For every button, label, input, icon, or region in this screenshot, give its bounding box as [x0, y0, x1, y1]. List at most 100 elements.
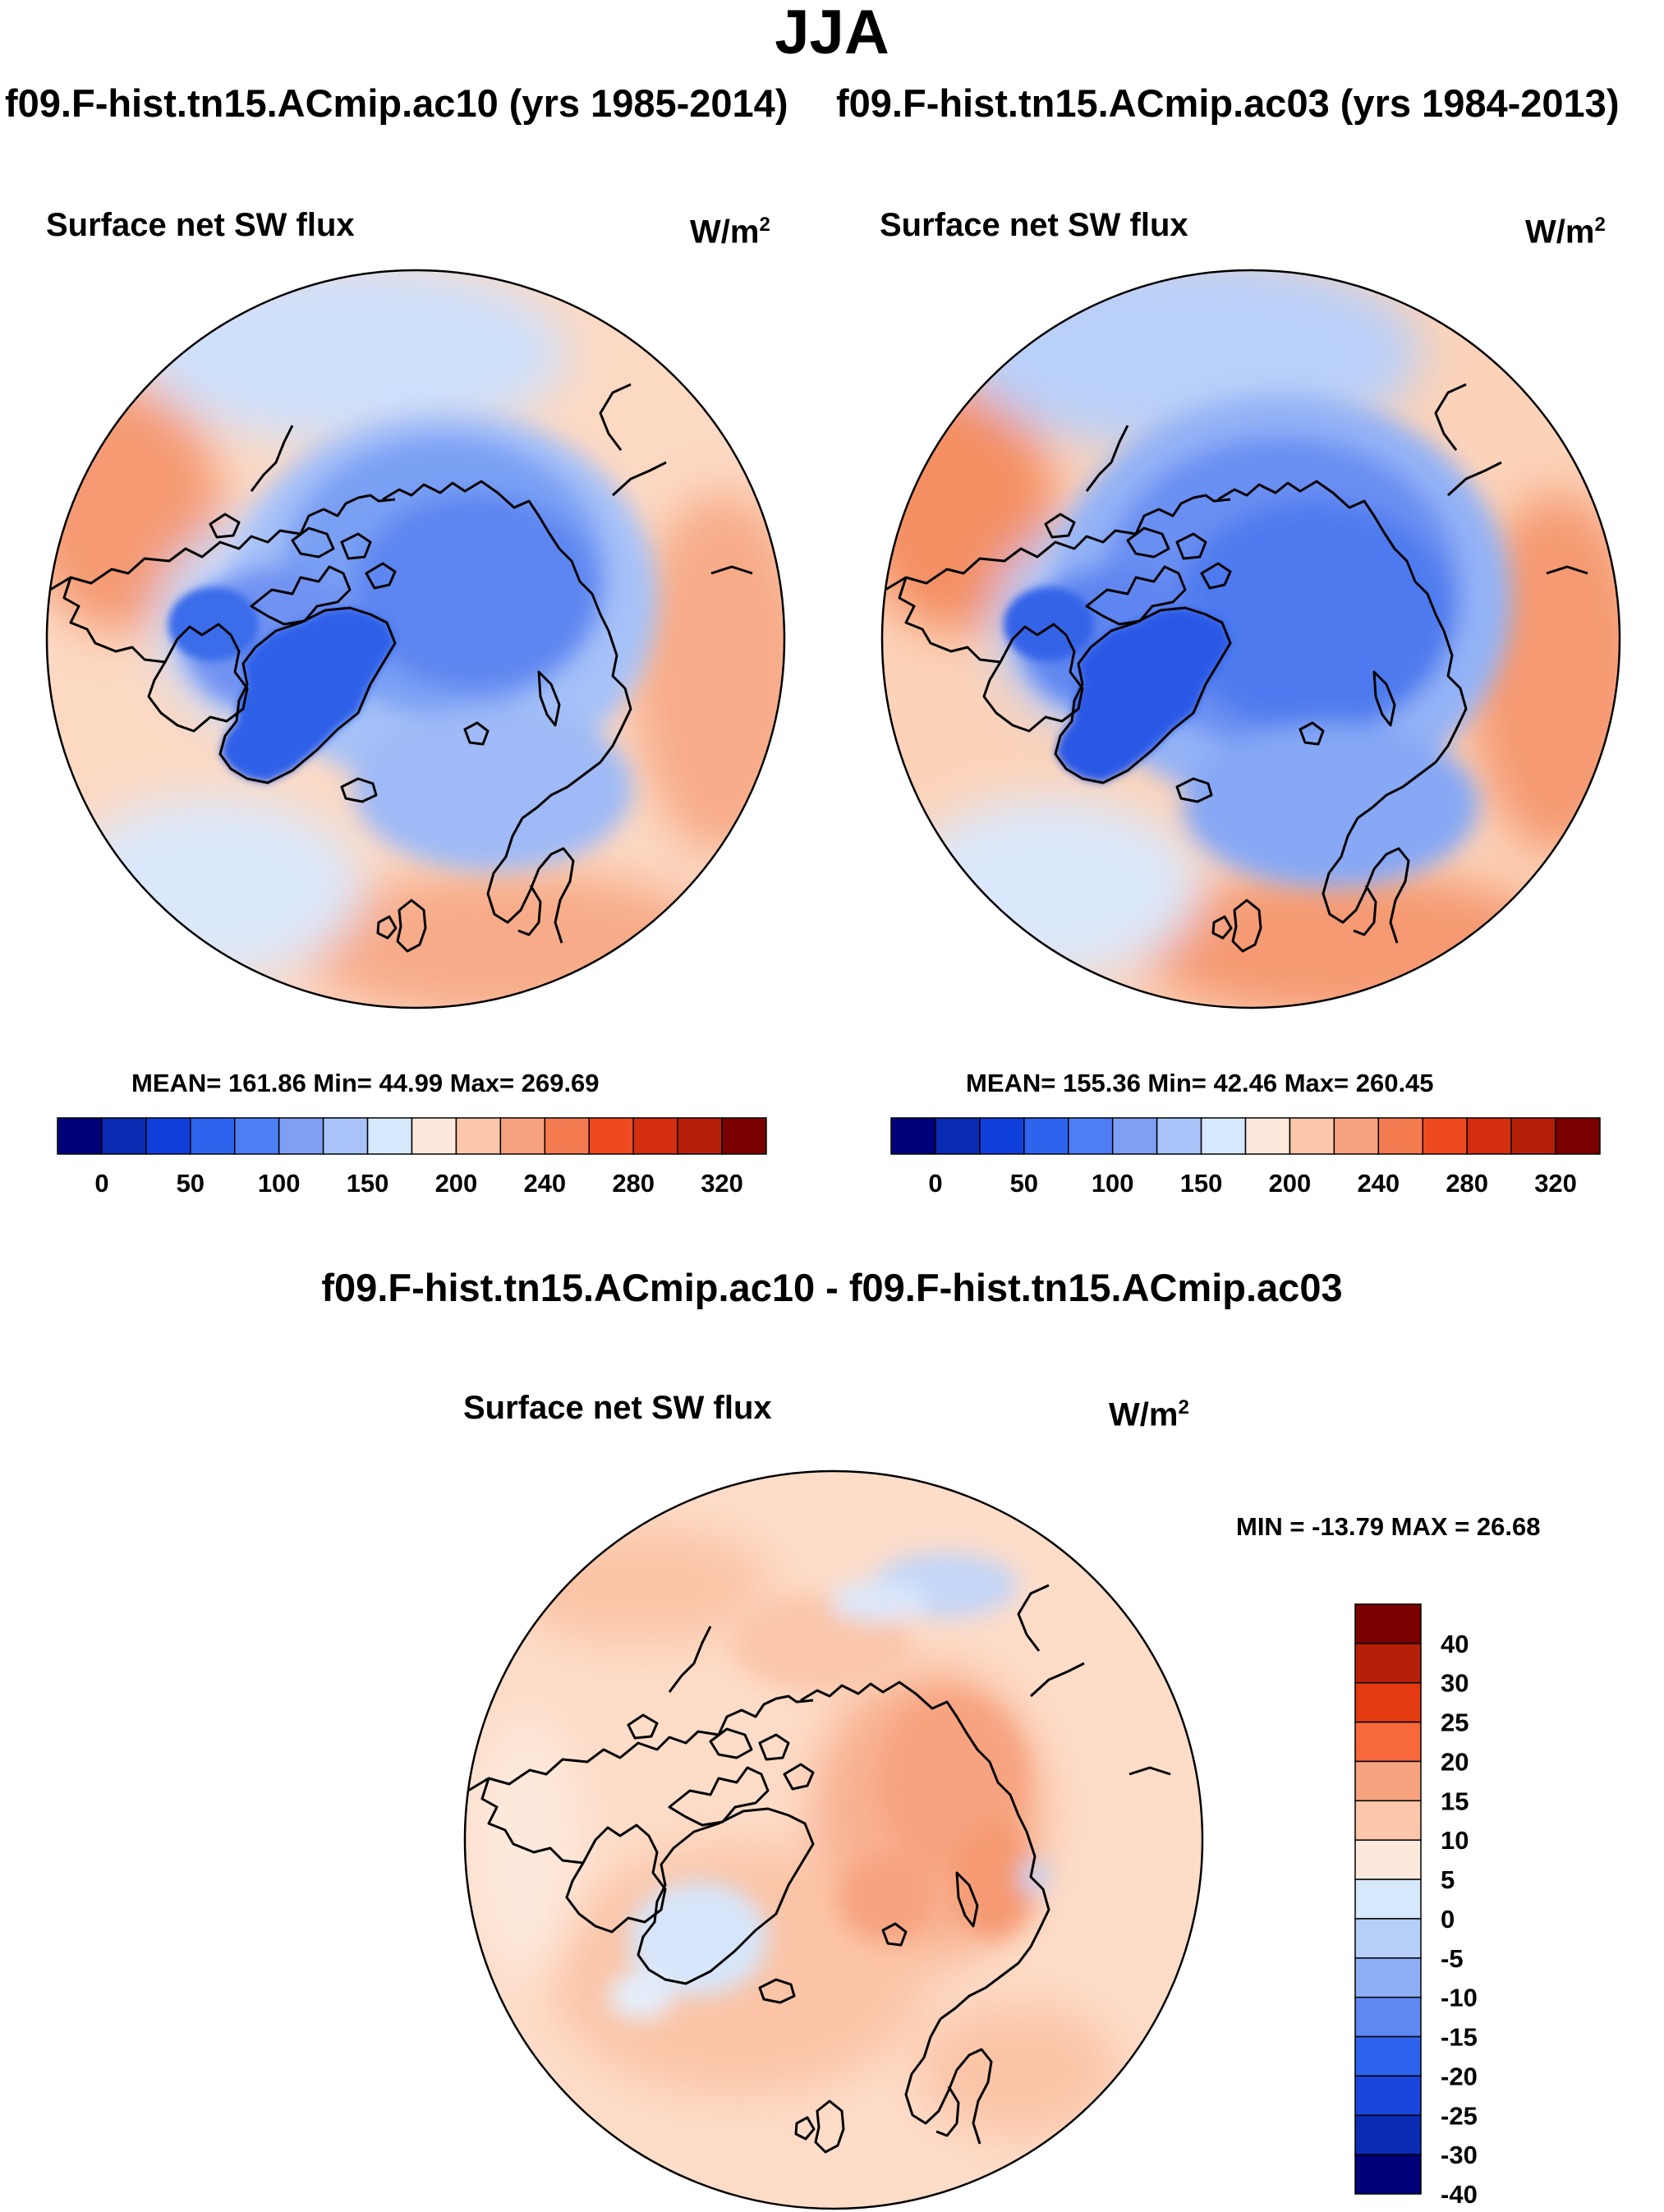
colorbar-box	[322, 1117, 369, 1155]
left-panel-units: W/m2	[690, 214, 770, 251]
colorbar-box	[1354, 1681, 1422, 1723]
colorbar-box	[1354, 2035, 1422, 2077]
colorbar-tick-label: 10	[1441, 1826, 1469, 1855]
colorbar-box	[1354, 1603, 1422, 1644]
left-panel-stats: MEAN= 161.86 Min= 44.99 Max= 269.69	[131, 1069, 600, 1097]
colorbar-box	[1510, 1117, 1556, 1155]
left-panel-variable: Surface net SW flux	[46, 207, 355, 243]
colorbar-tick-label: 320	[1534, 1169, 1577, 1198]
colorbar-box	[544, 1117, 590, 1155]
colorbar-tick-label: 40	[1441, 1630, 1469, 1658]
colorbar-tick-label: -40	[1441, 2180, 1478, 2209]
colorbar-box	[1244, 1117, 1291, 1155]
run-left-label: f09.F-hist.tn15.ACmip.ac10 (yrs 1985-201…	[5, 81, 788, 125]
colorbar-tick-label: 50	[1010, 1169, 1038, 1198]
colorbar-tick-label: 15	[1441, 1787, 1469, 1815]
colorbar-box	[1200, 1117, 1247, 1155]
colorbar-tick-label: 20	[1441, 1747, 1469, 1776]
colorbar-box	[1555, 1117, 1601, 1155]
run-right-label: f09.F-hist.tn15.ACmip.ac03 (yrs 1984-201…	[836, 81, 1620, 125]
colorbar-tick-label: 280	[1446, 1169, 1488, 1198]
diff-panel-units: W/m2	[1109, 1396, 1189, 1433]
right-panel-variable: Surface net SW flux	[880, 207, 1188, 243]
colorbar-box	[145, 1117, 191, 1155]
colorbar-tick-label: 150	[347, 1169, 389, 1198]
colorbar-tick-label: 240	[1357, 1169, 1400, 1198]
colorbar-box	[366, 1117, 413, 1155]
right-panel-units: W/m2	[1525, 214, 1606, 251]
left-colorbar: 0 50 100 150 200 240 280 320	[57, 1117, 767, 1198]
figure-title: JJA	[775, 0, 889, 67]
colorbar-tick-label: 150	[1180, 1169, 1223, 1198]
colorbar-tick-label: -15	[1441, 2023, 1478, 2052]
colorbar-box	[890, 1117, 936, 1155]
colorbar-box	[1354, 1879, 1422, 1920]
colorbar-box	[57, 1117, 103, 1155]
colorbar-tick-label: -10	[1441, 1984, 1478, 2012]
colorbar-box	[1354, 1996, 1422, 2038]
difference-title: f09.F-hist.tn15.ACmip.ac10 - f09.F-hist.…	[321, 1266, 1343, 1309]
colorbar-box	[677, 1117, 723, 1155]
colorbar-box	[234, 1117, 280, 1155]
colorbar-box	[1354, 1839, 1422, 1880]
colorbar-tick-label: 25	[1441, 1708, 1469, 1737]
difference-map	[465, 1471, 1202, 2209]
colorbar-box	[1466, 1117, 1512, 1155]
colorbar-tick-label: 5	[1441, 1865, 1455, 1894]
diff-panel-variable: Surface net SW flux	[463, 1390, 772, 1426]
colorbar-tick-label: 0	[1441, 1905, 1455, 1934]
colorbar-tick-label: 240	[523, 1169, 566, 1198]
colorbar-box	[455, 1117, 502, 1155]
colorbar-box	[1068, 1117, 1114, 1155]
colorbar-tick-label: -5	[1441, 1944, 1464, 1973]
colorbar-tick-label: 200	[435, 1169, 478, 1198]
difference-colorbar: 40 30 25 20 15 10 5 0 -5 -10 -15 -20 -25 -30 -40	[1354, 1603, 1478, 2209]
colorbar-tick-label: -20	[1441, 2062, 1478, 2090]
colorbar-box	[101, 1117, 147, 1155]
colorbar-box	[1354, 2114, 1422, 2155]
colorbar-tick-label: -25	[1441, 2101, 1478, 2130]
colorbar-box	[588, 1117, 634, 1155]
colorbar-box	[1354, 2154, 1422, 2195]
colorbar-box	[721, 1117, 767, 1155]
colorbar-box	[1333, 1117, 1380, 1155]
colorbar-box	[1377, 1117, 1423, 1155]
colorbar-tick-label: -30	[1441, 2141, 1478, 2169]
right-map-border	[880, 269, 1621, 1009]
colorbar-box	[1422, 1117, 1468, 1155]
colorbar-box	[499, 1117, 546, 1155]
colorbar-tick-label: 50	[177, 1169, 205, 1198]
left-map-border	[45, 269, 786, 1009]
colorbar-box	[1111, 1117, 1158, 1155]
colorbar-box	[1156, 1117, 1202, 1155]
colorbar-box	[1023, 1117, 1069, 1155]
colorbar-box	[1354, 1957, 1422, 1998]
colorbar-box	[1354, 1760, 1422, 1802]
colorbar-tick-label: 0	[928, 1169, 942, 1198]
diff-panel-stats: MIN = -13.79 MAX = 26.68	[1236, 1512, 1541, 1541]
colorbar-box	[278, 1117, 324, 1155]
difference-map-border	[463, 1469, 1204, 2210]
colorbar-box	[1354, 1643, 1422, 1684]
colorbar-box	[632, 1117, 678, 1155]
colorbar-tick-label: 320	[701, 1169, 743, 1198]
left-map	[47, 270, 784, 1008]
colorbar-box	[1354, 1721, 1422, 1763]
colorbar-tick-label: 30	[1441, 1669, 1469, 1698]
colorbar-box	[1289, 1117, 1335, 1155]
colorbar-box	[1354, 2075, 1422, 2117]
colorbar-box	[1354, 1918, 1422, 1959]
colorbar-box	[190, 1117, 236, 1155]
right-map	[882, 270, 1620, 1008]
colorbar-box	[935, 1117, 981, 1155]
colorbar-tick-label: 0	[94, 1169, 108, 1198]
colorbar-box	[1354, 1800, 1422, 1841]
colorbar-box	[411, 1117, 457, 1155]
colorbar-box	[979, 1117, 1025, 1155]
right-panel-stats: MEAN= 155.36 Min= 42.46 Max= 260.45	[966, 1069, 1434, 1097]
colorbar-tick-label: 280	[612, 1169, 655, 1198]
colorbar-tick-label: 100	[1092, 1169, 1134, 1198]
colorbar-tick-label: 100	[258, 1169, 301, 1198]
colorbar-tick-label: 200	[1269, 1169, 1312, 1198]
